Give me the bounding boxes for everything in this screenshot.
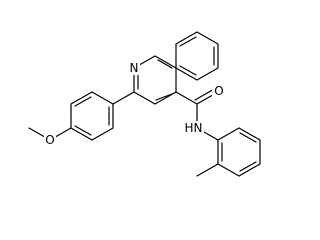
bond <box>239 132 257 143</box>
atom-label: N <box>194 121 203 135</box>
bond <box>157 59 173 69</box>
bond <box>91 127 114 141</box>
bond <box>91 91 114 105</box>
bond <box>238 127 261 141</box>
bond <box>70 91 93 105</box>
bond <box>74 96 92 107</box>
label-bg <box>212 85 225 99</box>
bond <box>196 163 219 177</box>
bond <box>175 31 198 45</box>
bond <box>196 31 219 45</box>
bond <box>74 125 92 136</box>
atom-label: O <box>214 84 223 98</box>
bond <box>239 161 257 172</box>
bond <box>179 36 197 47</box>
label-bg <box>128 61 140 75</box>
bond <box>175 67 198 81</box>
bond <box>217 127 240 141</box>
molecule-diagram: N O O N H <box>28 31 261 177</box>
bond <box>238 163 261 177</box>
label-bg <box>44 133 56 147</box>
bonds <box>28 31 261 177</box>
atom-label: O <box>45 133 54 147</box>
bond <box>155 93 173 101</box>
atom-label: H <box>184 121 193 135</box>
bond <box>154 91 177 105</box>
atom-labels: N O O N H <box>44 61 225 147</box>
atom-label: N <box>130 61 139 75</box>
bond <box>154 55 177 69</box>
page: {"atoms": {"quinoline_n": "N", "methoxy_… <box>28 31 261 177</box>
bond <box>175 91 198 105</box>
bond <box>217 163 240 177</box>
bond <box>112 91 135 105</box>
bond <box>196 67 219 81</box>
bond <box>70 127 93 141</box>
label-bg <box>186 121 204 135</box>
bond <box>179 65 197 76</box>
bond <box>133 91 156 105</box>
